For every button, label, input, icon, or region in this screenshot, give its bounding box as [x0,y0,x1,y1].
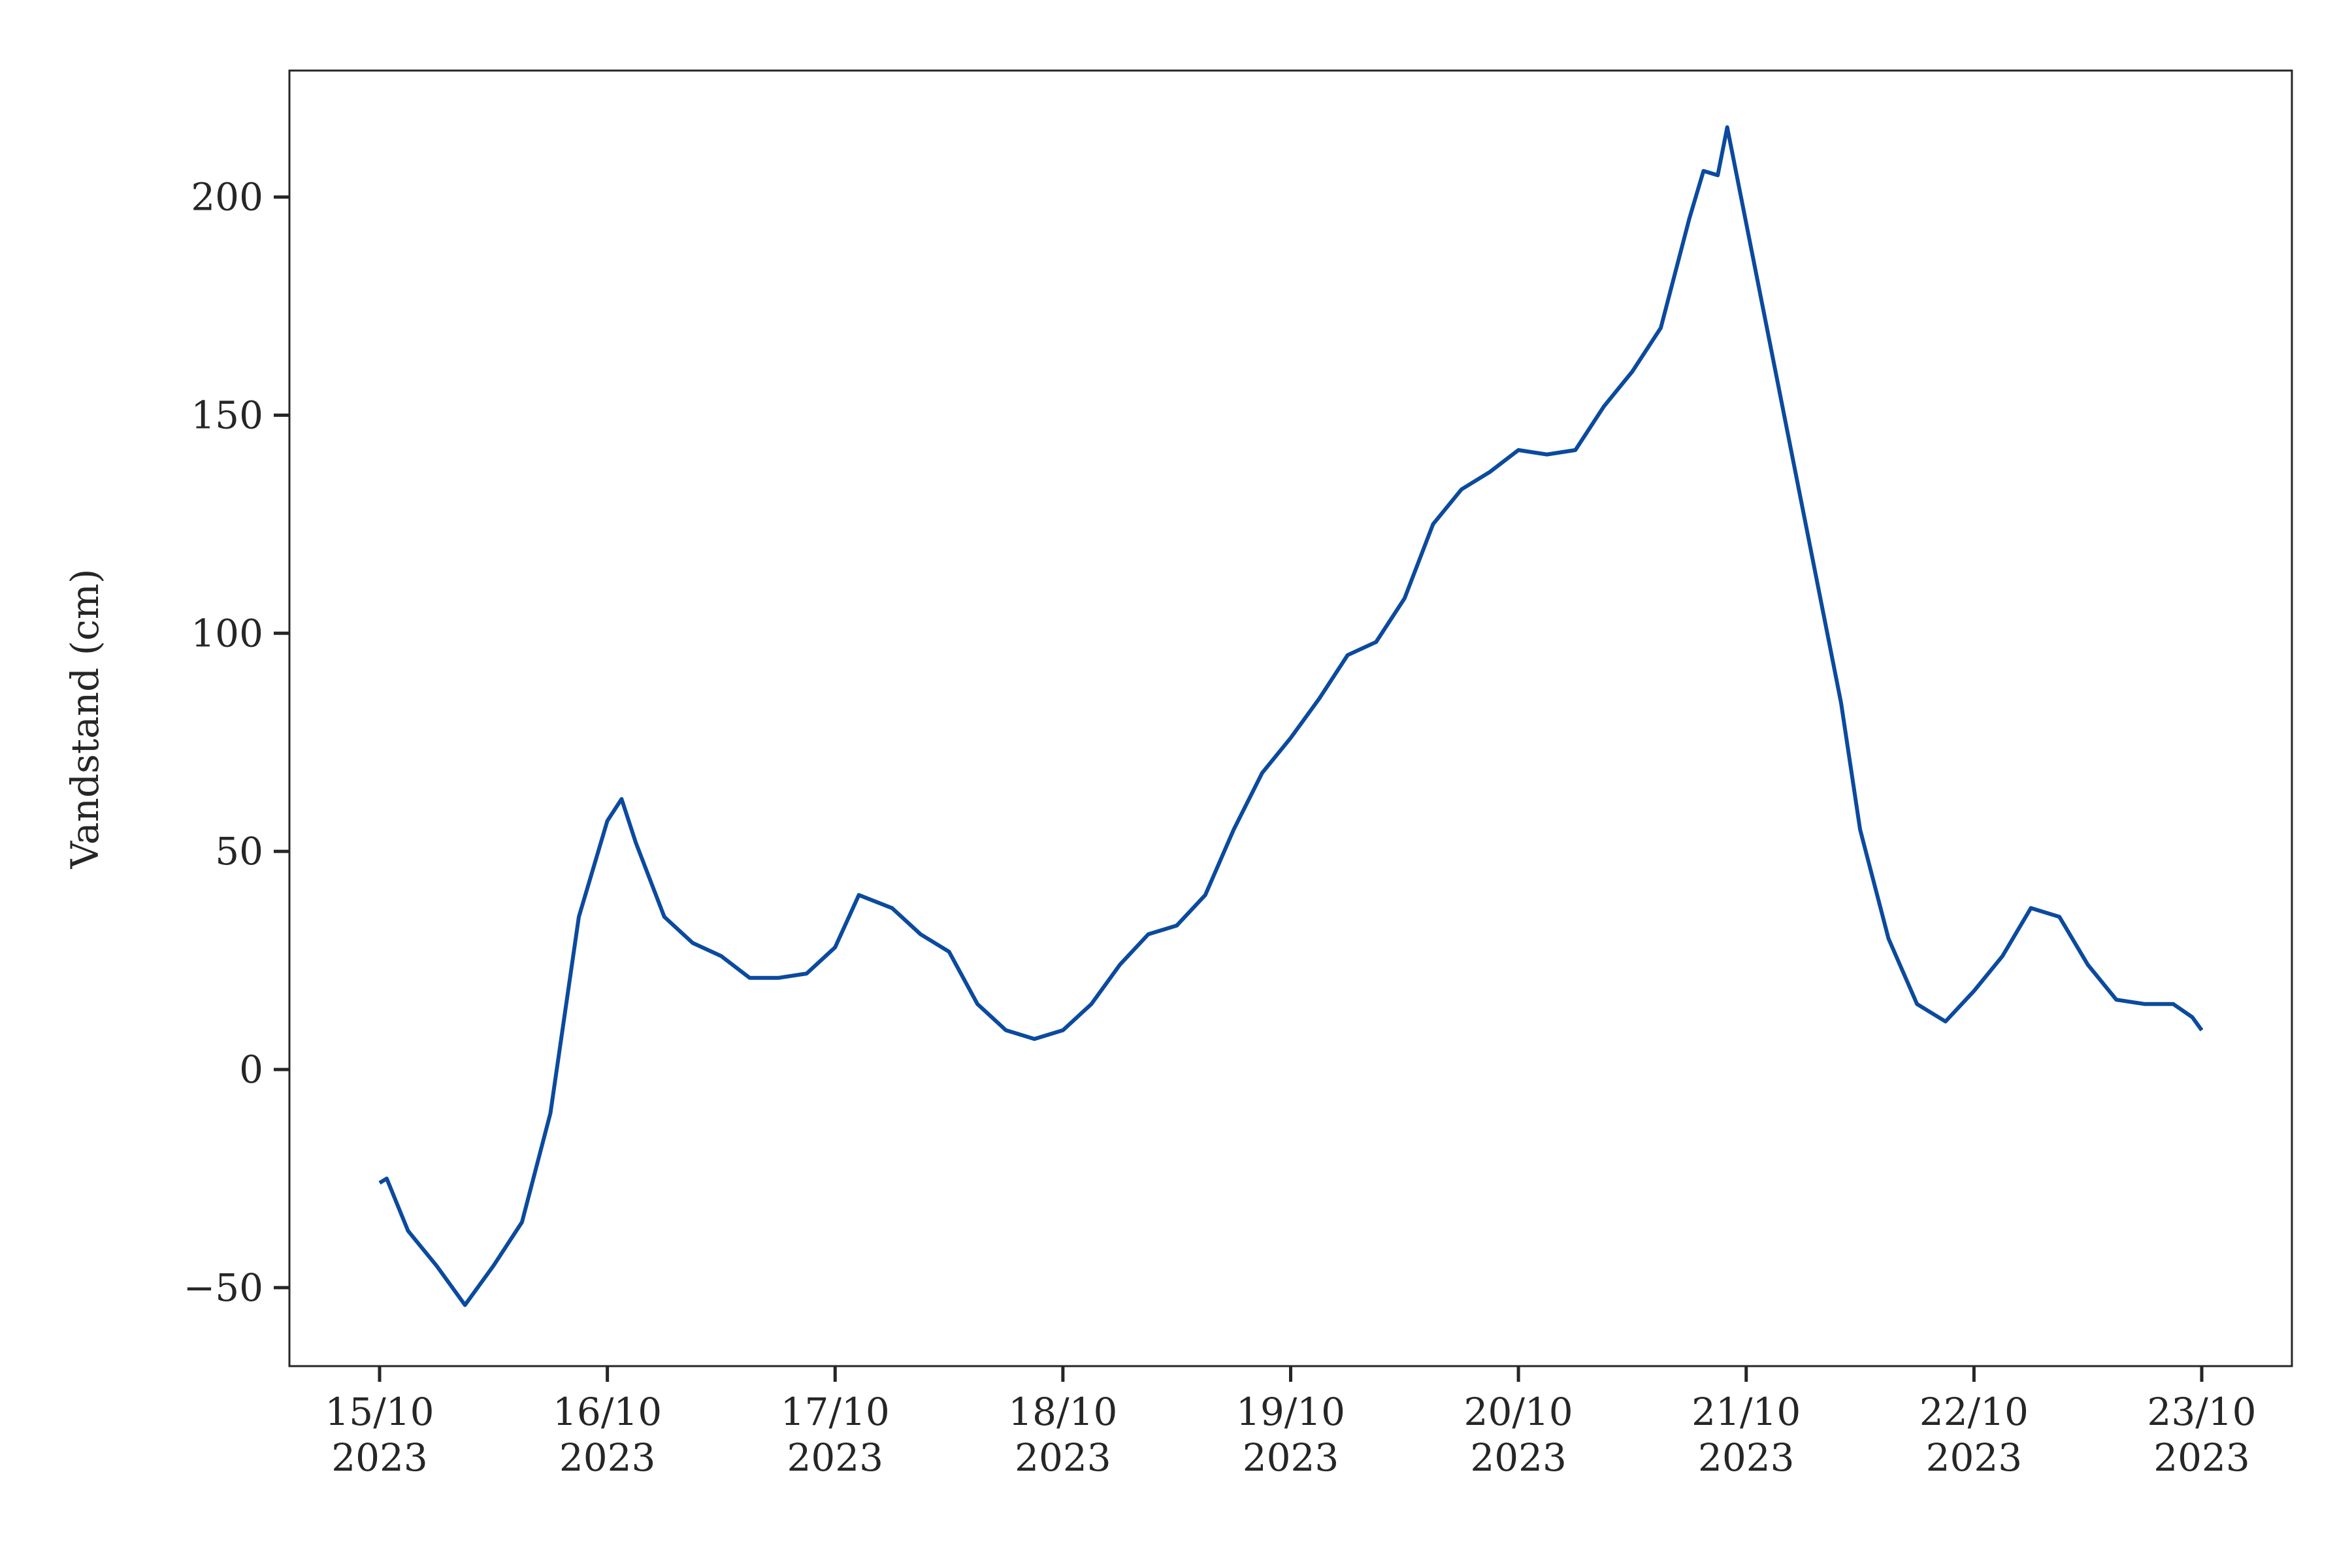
y-tick-label: −50 [184,1266,263,1310]
x-tick-label: 18/10 2023 [1008,1390,1117,1480]
y-tick-label: 0 [239,1047,263,1092]
y-tick-label: 50 [215,829,263,874]
x-tick-label: 22/10 2023 [1919,1390,2029,1480]
x-tick-label: 23/10 2023 [2147,1390,2256,1480]
y-axis-label: Vandstand (cm) [63,569,107,870]
x-tick-label: 17/10 2023 [781,1390,890,1480]
x-tick-label: 16/10 2023 [553,1390,662,1480]
y-tick-label: 100 [191,611,263,655]
plot-frame [288,69,2293,1367]
x-tick-label: 15/10 2023 [325,1390,434,1480]
line-series [378,125,2204,1307]
y-tick-label: 150 [191,393,263,437]
x-tick-label: 21/10 2023 [1691,1390,1801,1480]
x-tick-label: 20/10 2023 [1464,1390,1573,1480]
x-tick-label: 19/10 2023 [1236,1390,1345,1480]
y-tick-label: 200 [191,175,263,220]
